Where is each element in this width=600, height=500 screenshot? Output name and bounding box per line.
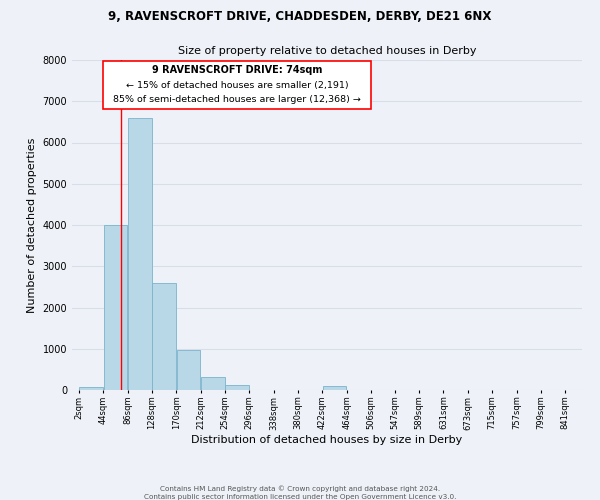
X-axis label: Distribution of detached houses by size in Derby: Distribution of detached houses by size … [191, 435, 463, 445]
Text: 9 RAVENSCROFT DRIVE: 74sqm: 9 RAVENSCROFT DRIVE: 74sqm [152, 66, 322, 76]
FancyBboxPatch shape [103, 61, 371, 108]
Bar [176, 350, 200, 390]
Text: 85% of semi-detached houses are larger (12,368) →: 85% of semi-detached houses are larger (… [113, 94, 361, 104]
Bar [225, 385, 249, 390]
Text: Contains HM Land Registry data © Crown copyright and database right 2024.: Contains HM Land Registry data © Crown c… [160, 486, 440, 492]
Bar [152, 283, 176, 390]
Bar [128, 118, 152, 390]
Bar [79, 387, 103, 390]
Text: 9, RAVENSCROFT DRIVE, CHADDESDEN, DERBY, DE21 6NX: 9, RAVENSCROFT DRIVE, CHADDESDEN, DERBY,… [109, 10, 491, 23]
Title: Size of property relative to detached houses in Derby: Size of property relative to detached ho… [178, 46, 476, 56]
Bar [201, 377, 225, 390]
Bar [323, 386, 346, 390]
Text: ← 15% of detached houses are smaller (2,191): ← 15% of detached houses are smaller (2,… [126, 81, 349, 90]
Text: Contains public sector information licensed under the Open Government Licence v3: Contains public sector information licen… [144, 494, 456, 500]
Y-axis label: Number of detached properties: Number of detached properties [27, 138, 37, 312]
Bar [104, 225, 127, 390]
